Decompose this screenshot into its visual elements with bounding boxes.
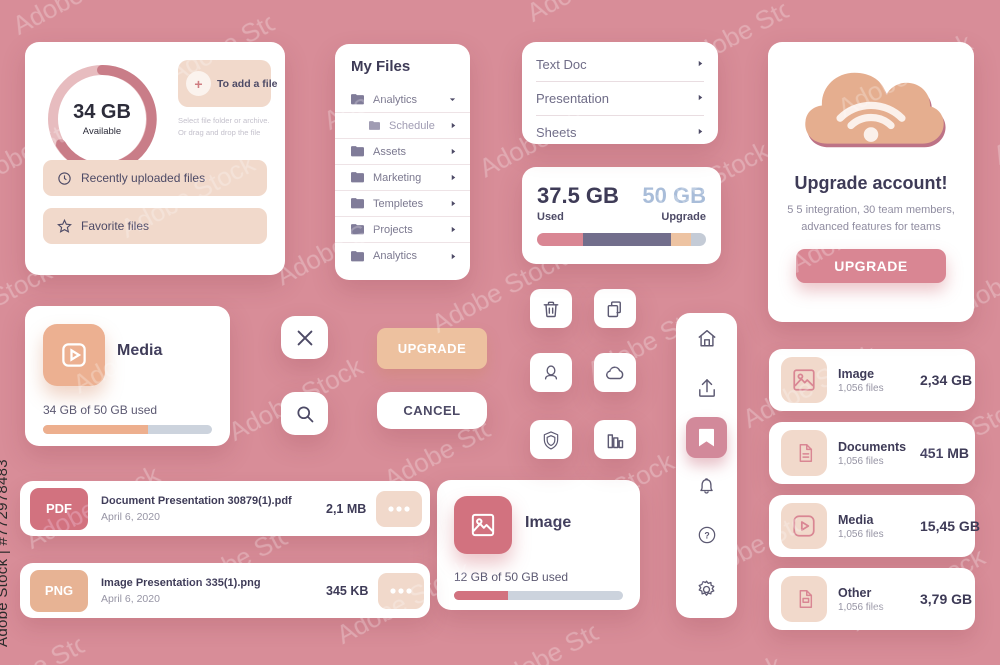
- svg-text:?: ?: [704, 530, 709, 540]
